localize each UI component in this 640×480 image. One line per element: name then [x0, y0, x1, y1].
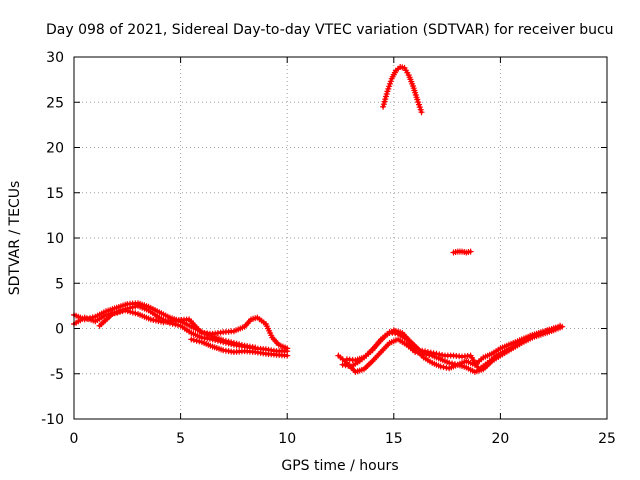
x-tick-label: 10 [278, 431, 296, 447]
y-tick-label: 20 [46, 141, 64, 157]
x-tick-label: 5 [176, 431, 185, 447]
y-tick-label: 0 [55, 322, 64, 338]
y-tick-label: 10 [46, 231, 64, 247]
chart-title: Day 098 of 2021, Sidereal Day-to-day VTE… [46, 22, 614, 38]
data-point [230, 340, 237, 346]
data-point [190, 337, 197, 343]
y-tick-label: 5 [55, 276, 64, 292]
data-point [467, 248, 474, 255]
x-axis-label: GPS time / hours [281, 458, 398, 474]
data-point [222, 337, 229, 344]
data-point [87, 315, 93, 322]
series-trace [345, 324, 562, 370]
data-point [84, 315, 91, 322]
data-point [236, 341, 243, 348]
data-point [238, 342, 245, 348]
series-sat-c [96, 307, 291, 352]
series-sat-d [188, 336, 291, 359]
y-tick-label: 25 [46, 95, 64, 111]
axis-ticks: 0 5 10 15 20 25 -10 -5 0 5 10 15 20 25 30 [41, 50, 616, 447]
data-point [228, 339, 235, 346]
y-tick-label: -5 [50, 367, 64, 383]
data-point [89, 314, 96, 321]
x-tick-label: 0 [70, 431, 79, 447]
grid-lines [74, 57, 607, 419]
x-tick-label: 15 [385, 431, 403, 447]
series-sat-g [343, 322, 564, 372]
x-tick-label: 25 [598, 431, 616, 447]
x-tick-label: 20 [491, 431, 509, 447]
data-point [418, 109, 425, 116]
data-point [193, 337, 200, 344]
y-tick-label: 15 [46, 186, 64, 202]
series-sat-i [450, 248, 474, 256]
y-axis-label: SDTVAR / TECUs [7, 181, 23, 296]
data-points [71, 64, 566, 375]
y-tick-label: -10 [41, 412, 64, 428]
y-tick-label: 30 [46, 50, 64, 66]
data-point [387, 78, 394, 85]
series-sat-h [380, 64, 425, 116]
data-point [284, 345, 291, 352]
data-point [284, 352, 291, 359]
data-point [557, 322, 564, 329]
data-point [380, 103, 387, 110]
